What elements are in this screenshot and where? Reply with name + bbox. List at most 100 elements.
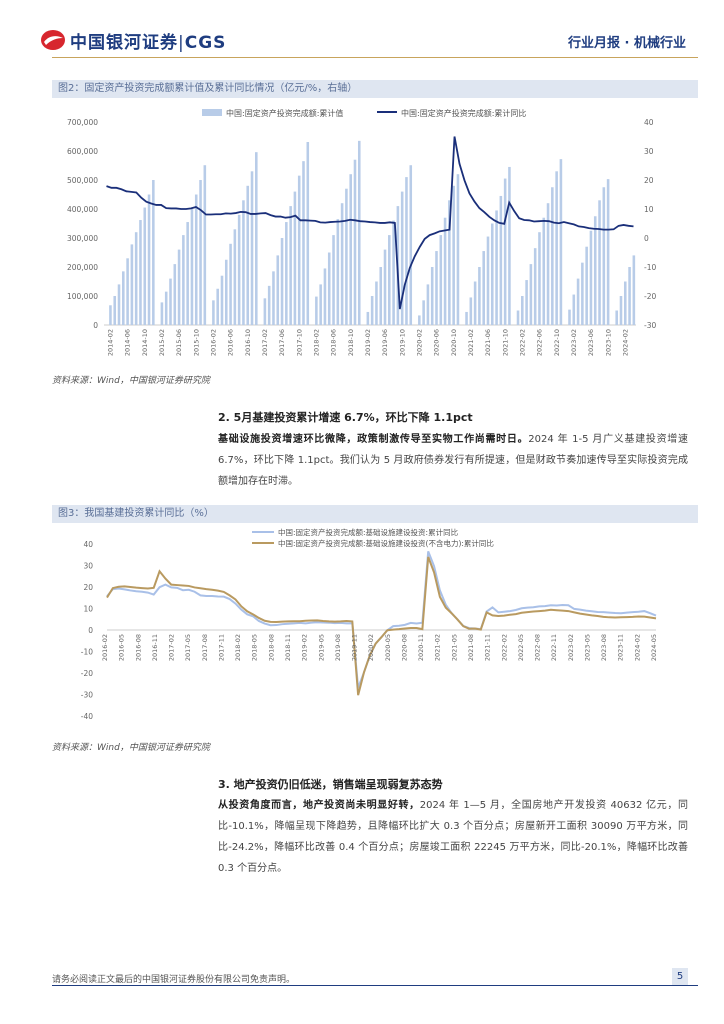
fig2-bar xyxy=(551,187,554,325)
fig2-x-tick: 2014-06 xyxy=(124,329,132,356)
fig3-title: 图3：我国基建投资累计同比（%） xyxy=(52,505,698,523)
fig2-x-tick: 2023-10 xyxy=(604,329,612,356)
fig2-bar xyxy=(237,214,241,325)
fig3-y-tick: 30 xyxy=(83,562,93,571)
fig2-bar xyxy=(297,175,301,325)
fig2-bar xyxy=(190,209,194,325)
fig2-bar xyxy=(126,258,129,325)
fig2-yoy-line xyxy=(106,136,634,310)
fig2-bar xyxy=(186,222,189,325)
fig3-x-tick: 2020-11 xyxy=(417,634,425,661)
fig2-x-tick: 2020-06 xyxy=(433,329,441,356)
fig3-x-tick: 2019-05 xyxy=(317,634,325,661)
fig2-x-tick: 2015-06 xyxy=(175,329,183,356)
fig2-bar xyxy=(109,305,112,325)
fig2-left-tick: 600,000 xyxy=(67,147,98,156)
fig2-x-tick: 2017-10 xyxy=(295,329,303,356)
fig2-bar xyxy=(490,223,494,325)
fig2-bar xyxy=(255,152,258,325)
fig2-bar xyxy=(400,191,404,325)
fig2-right-tick: 0 xyxy=(644,234,649,243)
footer-divider xyxy=(52,985,698,986)
fig3-source: 资料来源：Wind，中国银河证券研究院 xyxy=(52,743,210,753)
fig3-x-tick: 2020-02 xyxy=(367,634,375,661)
fig2-x-tick: 2020-10 xyxy=(450,329,458,356)
fig2-bar xyxy=(602,187,606,325)
fig2-bar xyxy=(538,232,541,325)
fig3-x-tick: 2016-02 xyxy=(101,634,109,661)
fig2-bar xyxy=(615,310,618,325)
fig2-bar xyxy=(589,230,593,325)
fig2-bar xyxy=(392,220,395,325)
fig2-x-tick: 2014-02 xyxy=(107,329,115,356)
header-divider xyxy=(52,57,698,58)
fig2-bar xyxy=(323,268,327,325)
fig2-bar xyxy=(250,171,254,325)
fig2-bar xyxy=(473,281,477,325)
fig3-y-tick: 40 xyxy=(83,540,93,549)
fig3-series-line-1 xyxy=(106,550,657,689)
fig2-bar xyxy=(370,296,374,325)
fig2-bar xyxy=(182,235,185,325)
fig2-bar xyxy=(422,300,425,325)
fig3-y-tick: -10 xyxy=(81,648,93,657)
fig2-bar xyxy=(619,296,623,325)
fig2-bar xyxy=(375,281,378,325)
fig2-source: 资料来源：Wind，中国银河证券研究院 xyxy=(52,376,210,386)
fig3-x-tick: 2018-11 xyxy=(284,634,292,661)
fig2-bar xyxy=(366,311,370,325)
fig2-bar xyxy=(508,166,511,325)
fig3-x-tick: 2016-08 xyxy=(134,634,142,661)
fig3-x-tick: 2023-08 xyxy=(600,634,608,661)
fig3-legend-label-1: 中国:固定资产投资完成额:基础设施建设投资:累计同比 xyxy=(278,527,459,537)
fig2-bar xyxy=(525,280,528,325)
fig2-bar xyxy=(379,267,383,325)
fig2-x-tick: 2016-06 xyxy=(227,329,235,356)
fig2-bar xyxy=(199,180,202,325)
fig2-bar xyxy=(521,296,524,325)
section3-lead: 从投资角度而言，地产投资尚未明显好转， xyxy=(218,800,420,811)
fig2-bar xyxy=(568,309,571,325)
fig2-bar xyxy=(332,235,335,325)
fig2-bar xyxy=(315,296,318,325)
fig3-y-tick: -40 xyxy=(81,712,93,721)
brand-logo: 中国银河证券|CGS xyxy=(70,28,226,53)
fig2-bar xyxy=(276,255,280,325)
fig2-bar xyxy=(302,161,305,325)
fig2-x-tick: 2023-02 xyxy=(570,329,578,356)
fig3-x-tick: 2019-08 xyxy=(334,634,342,661)
fig2-bar xyxy=(353,159,357,325)
fig3-x-tick: 2017-05 xyxy=(184,634,192,661)
fig3-x-tick: 2021-05 xyxy=(450,634,458,661)
brand-separator: | xyxy=(178,33,185,53)
fig2-right-tick: -20 xyxy=(644,292,656,301)
fig2-bar xyxy=(285,222,288,325)
fig2-bar xyxy=(482,251,485,325)
fig2-bar xyxy=(469,297,473,325)
fig2-x-tick: 2024-02 xyxy=(621,329,629,356)
fig2-bar xyxy=(628,267,631,325)
fig2-bar xyxy=(439,235,443,325)
fig2-left-tick: 300,000 xyxy=(67,234,98,243)
fig3-y-tick: 10 xyxy=(83,605,93,614)
fig2-bar xyxy=(542,217,546,325)
fig2-x-tick: 2022-02 xyxy=(519,329,527,356)
fig3-x-tick: 2022-05 xyxy=(517,634,525,661)
fig2-bar xyxy=(623,281,627,325)
fig2-bar xyxy=(113,296,117,325)
fig2-bar xyxy=(478,267,481,325)
fig2-bar xyxy=(435,251,438,325)
fig2-x-tick: 2014-10 xyxy=(141,329,149,356)
fig2-bar xyxy=(164,291,168,325)
fig3-chart: 中国:固定资产投资完成额:基础设施建设投资:累计同比中国:固定资产投资完成额:基… xyxy=(81,527,658,721)
section2-paragraph: 基础设施投资增速环比微降，政策制激传导至实物工作尚需时日。2024 年 1-5 … xyxy=(218,429,688,492)
fig2-bar xyxy=(293,191,297,325)
fig3-x-tick: 2021-08 xyxy=(467,634,475,661)
fig3-series-line-2 xyxy=(106,556,657,696)
section3-body: 2024 年 1—5 月，全国房地产开发投资 40632 亿元，同比-10.1%… xyxy=(218,800,688,874)
fig2-bar xyxy=(289,206,292,325)
fig2-bar xyxy=(272,271,275,325)
fig2-right-tick: -10 xyxy=(644,263,656,272)
fig2-bar xyxy=(143,207,147,325)
fig2-left-tick: 200,000 xyxy=(67,263,98,272)
